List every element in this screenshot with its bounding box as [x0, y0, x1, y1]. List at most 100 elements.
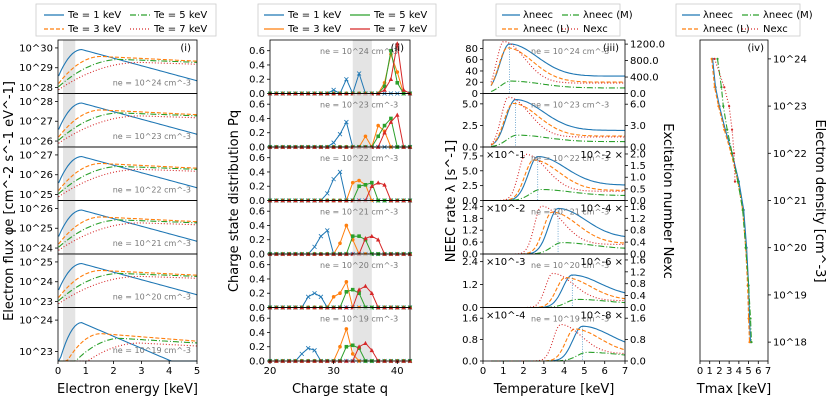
ii-marker-1kev-row-1-q31 — [337, 131, 343, 137]
ii-marker-3kev-row-4-q30 — [331, 295, 336, 299]
ii-marker-7kev-row-1-q38 — [382, 130, 387, 135]
legend-label-3kev: Te = 3 keV — [67, 24, 121, 35]
ii-series-3kev-row-3 — [270, 224, 410, 255]
i-shade-row-3 — [63, 200, 76, 254]
iv-point-neecL-10 — [748, 341, 751, 344]
i-ytick-label-row-1-1: 10^27 — [19, 117, 53, 128]
legend-iv-label-neecL: λneec (L) — [703, 24, 750, 35]
ii-marker-7kev-row-4-q34 — [356, 287, 362, 292]
i-ytick-label-row-1-2: 10^28 — [19, 97, 53, 108]
iii-ytick-label-row-4-2: 2.4 — [462, 257, 478, 268]
ii-ytick-label-row-0-3: 0.6 — [249, 46, 265, 57]
ii-marker-7kev-row-0-q40 — [395, 41, 400, 46]
iii-density-note-row-1: ne = 10^23 cm^-3 — [531, 101, 609, 110]
iv-ytick-label-0: 10^18 — [773, 338, 807, 349]
legend-label-1kev: Te = 1 keV — [67, 10, 121, 21]
iv-panel-label: (iv) — [748, 43, 765, 54]
ii-density-note-row-2: ne = 10^22 cm^-3 — [320, 154, 398, 163]
legend-temps-ii: Te = 1 keV Te = 3 keV Te = 5 keV Te = 7 … — [257, 3, 437, 37]
iii-series-neecL-row-0 — [490, 47, 625, 86]
i-frame-row-5 — [57, 307, 198, 362]
iii-panel-label: (iii) — [603, 43, 619, 54]
ii-marker-5kev-row-5-q32 — [344, 344, 349, 349]
i-shade-row-2 — [63, 147, 76, 201]
i-density-note-row-4: ne = 10^20 cm^-3 — [113, 293, 191, 302]
legend-iii-label-neec: λneec — [523, 10, 553, 21]
iv-point-nexc-4 — [732, 152, 736, 155]
ii-marker-1kev-row-3-q28 — [318, 233, 324, 239]
ii-marker-5kev-row-2-q36 — [370, 180, 374, 185]
ii-marker-3kev-row-3-q31 — [338, 241, 342, 246]
i-series-3kev-row-2 — [58, 162, 198, 191]
i-series-1kev-row-4 — [58, 262, 198, 296]
ii-marker-1kev-row-4-q27 — [312, 290, 317, 296]
ii-ytick-label-row-4-0: 0.0 — [249, 303, 265, 314]
ii-marker-1kev-row-3-q27 — [312, 244, 317, 250]
iii-ylabel: NEEC rate λ [s^-1] — [444, 140, 459, 263]
iv-point-nexc-2 — [728, 104, 731, 108]
iii-ytick-label-row-1-1: 2.5 — [462, 121, 478, 132]
ii-marker-3kev-row-2-q33 — [350, 180, 355, 185]
i-ytick-label-row-5-0: 10^23 — [19, 347, 53, 358]
iv-ytick-label-4: 10^22 — [773, 149, 807, 160]
ii-marker-1kev-row-2-q29 — [324, 191, 330, 196]
iii-rtick-label-row-4-3: 1.2 — [630, 267, 646, 278]
iii-mult-right-row-3: 10^-4 × — [580, 204, 623, 215]
iii-rtick-label-row-4-1: 0.4 — [630, 291, 646, 302]
iv-xtick-label-3: 3 — [726, 366, 732, 377]
i-shade-row-4 — [63, 254, 76, 308]
ii-marker-7kev-row-5-q36 — [369, 348, 375, 353]
i-ytick-label-row-3-0: 10^24 — [19, 244, 53, 255]
iv-xtick-label-5: 5 — [745, 366, 751, 377]
ii-density-note-row-0: ne = 10^24 cm^-3 — [320, 47, 398, 56]
ii-marker-5kev-row-4-q32 — [344, 290, 349, 294]
i-ytick-label-row-3-1: 10^25 — [19, 224, 53, 235]
i-series-3kev-row-0 — [58, 55, 198, 84]
iv-point-neecM-1 — [720, 86, 723, 89]
ii-ytick-label-row-2-2: 0.4 — [249, 167, 265, 178]
plots: 10^28 10^29 10^30 ne = 10^24 cm^-3 (i) 10^26 1… — [2, 39, 827, 397]
iii-density-note-row-3: ne = 10^21 cm^-3 — [531, 208, 609, 217]
iii-rtick-label-row-2-1: 0.5 — [630, 184, 646, 195]
i-ytick-label-row-2-2: 10^27 — [19, 150, 53, 161]
ii-ytick-label-row-0-2: 0.4 — [249, 60, 265, 71]
ii-ytick-label-row-5-2: 0.4 — [249, 328, 265, 339]
ii-marker-3kev-row-1-q37 — [376, 123, 380, 128]
ii-ytick-label-row-2-3: 0.6 — [249, 153, 265, 164]
iii-xtick-label-0: 0 — [480, 366, 486, 377]
ii-marker-1kev-row-1-q32 — [344, 119, 349, 125]
ii-marker-1kev-row-3-q29 — [324, 228, 330, 233]
i-series-3kev-row-4 — [58, 269, 198, 298]
ii-marker-5kev-row-3-q33 — [350, 234, 355, 238]
iv-xtick-label-7: 7 — [765, 366, 771, 377]
iii-rtick-label-row-0-0: 0.0 — [630, 89, 646, 100]
iii-xtick-label-7: 7 — [622, 366, 628, 377]
iii-ytick-label-row-2-0: 0.0 — [462, 196, 478, 207]
ii-marker-7kev-row-5-q35 — [363, 340, 368, 345]
iii-series-neec-row-2 — [491, 155, 625, 202]
iii-xlabel: Temperature [keV] — [493, 382, 615, 397]
ii-series-7kev-row-2 — [270, 182, 410, 201]
iv-ytick-label-5: 10^23 — [773, 102, 807, 113]
ii-marker-7kev-row-2-q36 — [369, 183, 375, 189]
iii-density-note-row-2: ne = 10^22 cm^-3 — [531, 154, 609, 163]
ii-marker-3kev-row-1-q35 — [363, 134, 368, 139]
ii-marker-1kev-row-0-q34 — [356, 71, 362, 76]
iii-series-nexc-row-4 — [491, 272, 625, 309]
ii-xtick-label-2: 40 — [391, 366, 404, 377]
iv-point-neecM-10 — [750, 341, 753, 344]
iii-ytick-label-row-3-3: 1.8 — [462, 214, 478, 225]
legend-iv-label-neec: λneec — [703, 10, 733, 21]
i-series-5kev-row-0 — [58, 58, 197, 88]
i-ytick-label-row-4-0: 10^23 — [19, 297, 53, 308]
i-ytick-label-row-0-0: 10^28 — [19, 83, 53, 94]
iii-rtick-label-row-1-1: 3.0 — [630, 121, 646, 132]
legend-ii-label-1kev: Te = 1 keV — [287, 10, 341, 21]
iv-ytick-label-2: 10^20 — [773, 243, 807, 254]
i-series-1kev-row-0 — [58, 48, 198, 82]
iii-series-neecM-row-4 — [491, 298, 626, 309]
iii-ytick-label-row-5-0: 0.0 — [462, 357, 478, 368]
iii-rtick-label-row-3-2: 0.8 — [630, 226, 646, 237]
i-series-1kev-row-3 — [58, 209, 198, 242]
ii-ytick-label-row-1-1: 0.2 — [249, 128, 265, 139]
